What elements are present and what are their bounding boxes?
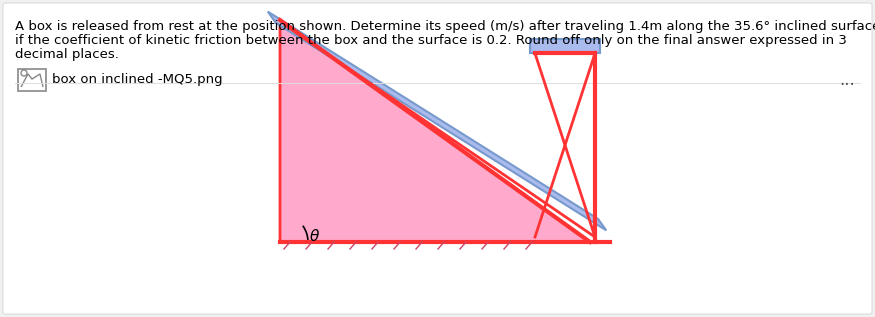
Text: A box is released from rest at the position shown. Determine its speed (m/s) aft: A box is released from rest at the posit… bbox=[15, 20, 875, 33]
FancyBboxPatch shape bbox=[3, 3, 872, 314]
Text: box on inclined -MQ5.png: box on inclined -MQ5.png bbox=[52, 74, 222, 87]
Polygon shape bbox=[530, 39, 600, 53]
Text: if the coefficient of kinetic friction between the box and the surface is 0.2. R: if the coefficient of kinetic friction b… bbox=[15, 34, 847, 47]
Polygon shape bbox=[268, 12, 606, 230]
FancyBboxPatch shape bbox=[18, 69, 46, 91]
Text: decimal places.: decimal places. bbox=[15, 48, 119, 61]
Polygon shape bbox=[280, 20, 590, 242]
Text: θ: θ bbox=[310, 229, 319, 243]
Text: ...: ... bbox=[839, 71, 855, 89]
